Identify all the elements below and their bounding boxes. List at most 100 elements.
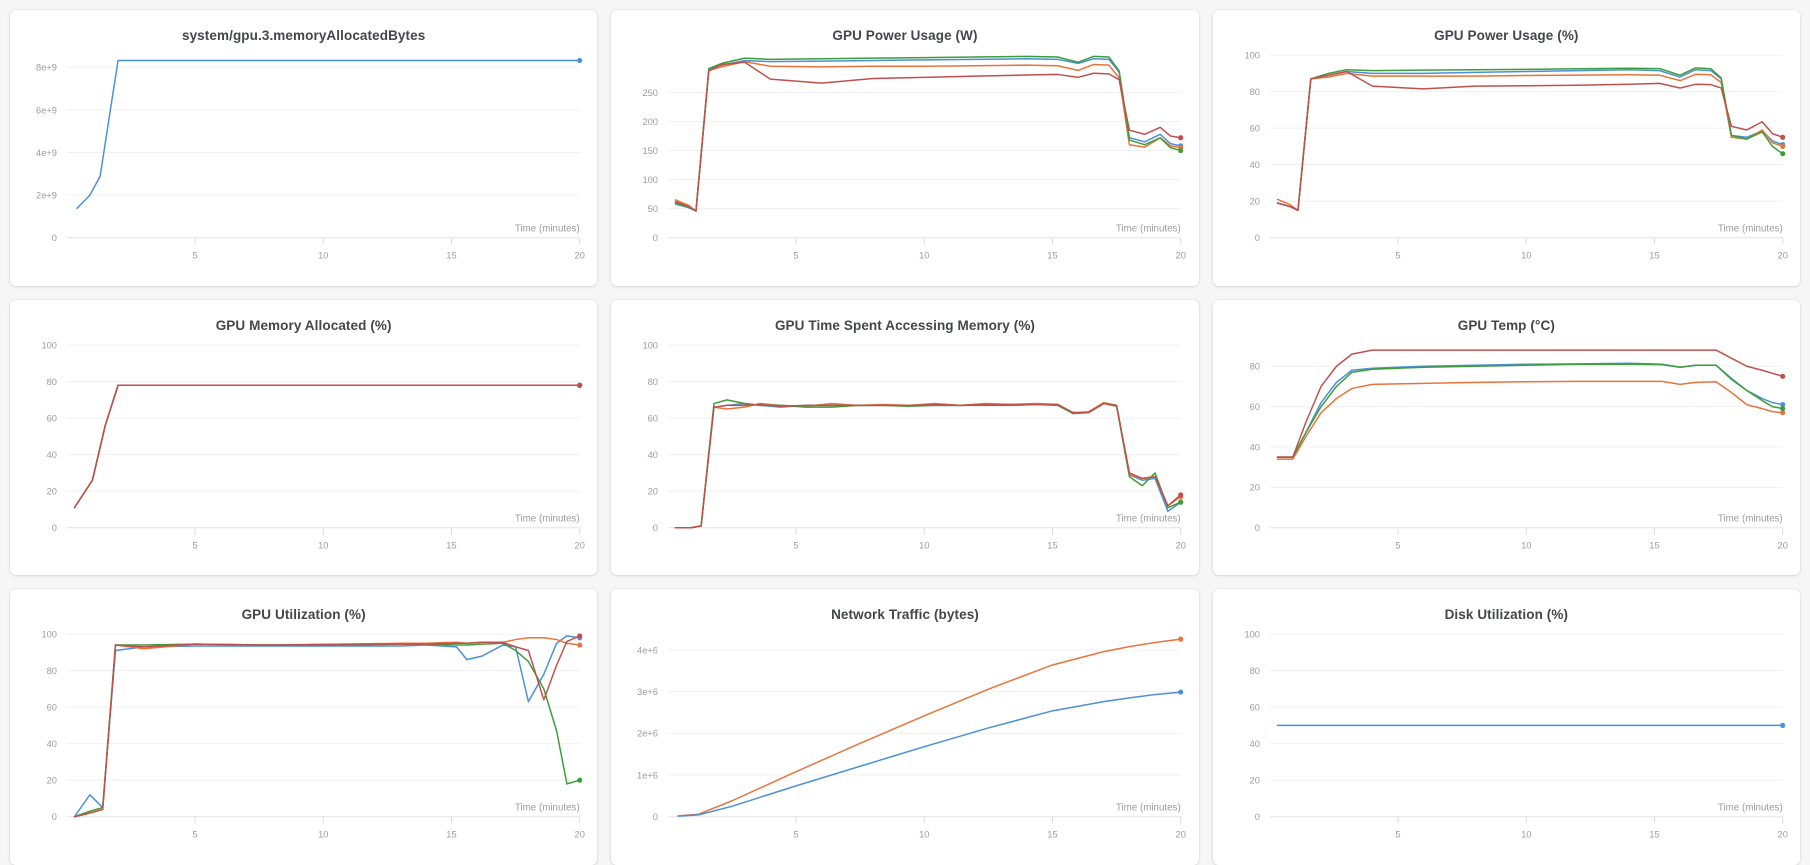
- series-endpoint-marker: [1178, 135, 1184, 141]
- svg-text:50: 50: [648, 203, 658, 214]
- series-line: [76, 59, 581, 210]
- svg-text:0: 0: [1254, 811, 1259, 822]
- series-line: [1276, 68, 1784, 212]
- chart-title: GPU Memory Allocated (%): [215, 317, 392, 333]
- svg-text:40: 40: [648, 449, 658, 460]
- chart-card-gpu3-memory-allocated-bytes[interactable]: system/gpu.3.memoryAllocatedBytes 0 2e+9 4e…: [10, 10, 598, 286]
- svg-text:20: 20: [1777, 250, 1787, 261]
- svg-text:10: 10: [1521, 829, 1531, 840]
- svg-text:60: 60: [47, 412, 57, 423]
- plot-area: 0 2e+9 4e+9 6e+9 8e+9 5 10 15 20 Time (minutes): [10, 10, 597, 286]
- svg-text:40: 40: [1249, 738, 1259, 749]
- svg-text:5: 5: [1395, 829, 1400, 840]
- series-endpoint-marker: [1178, 689, 1184, 695]
- svg-text:150: 150: [643, 145, 658, 156]
- svg-text:2e+6: 2e+6: [637, 728, 658, 739]
- series-line: [675, 57, 1182, 212]
- svg-text:100: 100: [41, 339, 56, 350]
- svg-text:Time (minutes): Time (minutes): [1116, 224, 1181, 235]
- chart-title: GPU Temp (°C): [1457, 317, 1555, 333]
- series-line: [675, 55, 1182, 212]
- svg-text:5: 5: [794, 829, 799, 840]
- series-endpoint-marker: [1779, 409, 1785, 415]
- series-endpoint-marker: [1779, 373, 1785, 379]
- svg-text:10: 10: [919, 829, 929, 840]
- svg-text:10: 10: [1521, 250, 1531, 261]
- svg-text:8e+9: 8e+9: [36, 62, 57, 73]
- svg-text:80: 80: [47, 376, 57, 387]
- svg-text:100: 100: [643, 174, 658, 185]
- svg-text:10: 10: [318, 829, 328, 840]
- svg-text:6e+9: 6e+9: [36, 104, 57, 115]
- svg-text:4e+6: 4e+6: [637, 645, 658, 656]
- svg-text:80: 80: [1249, 86, 1259, 97]
- svg-text:15: 15: [1048, 539, 1058, 550]
- svg-text:3e+6: 3e+6: [637, 686, 658, 697]
- svg-text:200: 200: [643, 116, 658, 127]
- chart-card-gpu-utilization-pct[interactable]: GPU Utilization (%) 0 20 40 60 80 100 5 10 15 20 Ti…: [10, 589, 598, 865]
- series-line: [1276, 363, 1784, 458]
- svg-text:60: 60: [1249, 702, 1259, 713]
- svg-text:5: 5: [192, 539, 197, 550]
- svg-text:20: 20: [1176, 829, 1186, 840]
- series-line: [73, 642, 581, 818]
- series-line: [1276, 380, 1784, 460]
- series-line: [677, 691, 1182, 818]
- svg-text:20: 20: [575, 539, 585, 550]
- series-line: [73, 384, 581, 509]
- svg-text:Time (minutes): Time (minutes): [1116, 513, 1181, 524]
- svg-text:20: 20: [575, 829, 585, 840]
- plot-area: 0 20 40 60 80 100 5 10 15 20 Time (minutes): [10, 300, 597, 576]
- svg-text:1e+6: 1e+6: [637, 770, 658, 781]
- plot-area: 0 20 40 60 80 100 5 10 15 20 Time (minutes): [1213, 10, 1800, 286]
- chart-card-disk-utilization-pct[interactable]: Disk Utilization (%) 0 20 40 60 80 100 5 10 15 20 T…: [1212, 589, 1800, 865]
- svg-text:15: 15: [446, 539, 456, 550]
- svg-text:20: 20: [1249, 195, 1259, 206]
- series-line: [1276, 67, 1784, 212]
- svg-text:40: 40: [47, 738, 57, 749]
- svg-text:2e+9: 2e+9: [36, 189, 57, 200]
- series-line: [73, 384, 581, 509]
- svg-text:10: 10: [1521, 539, 1531, 550]
- series-line: [675, 402, 1182, 529]
- svg-text:0: 0: [52, 232, 57, 243]
- series-line: [675, 61, 1182, 212]
- svg-text:20: 20: [575, 250, 585, 261]
- svg-text:Time (minutes): Time (minutes): [515, 803, 580, 814]
- chart-card-gpu-memory-allocated-pct[interactable]: GPU Memory Allocated (%) 0 20 40 60 80 100 5 10 1…: [10, 299, 598, 576]
- svg-text:60: 60: [1249, 401, 1259, 412]
- svg-text:5: 5: [192, 250, 197, 261]
- svg-text:0: 0: [653, 522, 658, 533]
- chart-title: Network Traffic (bytes): [831, 607, 979, 623]
- svg-text:20: 20: [648, 485, 658, 496]
- chart-card-gpu-power-usage-pct[interactable]: GPU Power Usage (%) 0 20 40 60 80 100 5 10 15 20 Ti…: [1212, 10, 1800, 286]
- chart-card-gpu-power-usage-w[interactable]: GPU Power Usage (W) 0 50 100 150 200 250 5 10 15 2…: [611, 10, 1199, 286]
- plot-area: 0 1e+6 2e+6 3e+6 4e+6 5 10 15 20 Time (minutes): [611, 589, 1198, 865]
- series-endpoint-marker: [1779, 401, 1785, 407]
- series-line: [675, 402, 1182, 529]
- svg-text:0: 0: [653, 811, 658, 822]
- svg-text:5: 5: [1395, 539, 1400, 550]
- svg-text:Time (minutes): Time (minutes): [1116, 803, 1181, 814]
- series-line: [675, 398, 1182, 529]
- svg-text:5: 5: [1395, 250, 1400, 261]
- series-endpoint-marker: [577, 633, 583, 639]
- series-endpoint-marker: [1178, 636, 1184, 643]
- series-endpoint-marker: [1178, 499, 1184, 505]
- svg-text:Time (minutes): Time (minutes): [1718, 803, 1783, 814]
- chart-title: GPU Utilization (%): [241, 607, 366, 623]
- chart-card-gpu-temp-c[interactable]: GPU Temp (°C) 0 20 40 60 80 5 10 15 20 Time (minut…: [1212, 299, 1800, 576]
- svg-text:10: 10: [318, 250, 328, 261]
- svg-text:100: 100: [1244, 49, 1259, 60]
- svg-text:Time (minutes): Time (minutes): [515, 224, 580, 235]
- svg-text:20: 20: [1176, 539, 1186, 550]
- chart-card-network-traffic-bytes[interactable]: Network Traffic (bytes) 0 1e+6 2e+6 3e+6 4e+6…: [611, 589, 1199, 865]
- series-line: [1276, 72, 1784, 212]
- svg-text:80: 80: [1249, 665, 1259, 676]
- chart-card-gpu-time-accessing-memory-pct[interactable]: GPU Time Spent Accessing Memory (%) 0 20 40…: [611, 299, 1199, 576]
- svg-text:0: 0: [1254, 232, 1259, 243]
- svg-text:5: 5: [192, 829, 197, 840]
- svg-text:15: 15: [446, 829, 456, 840]
- plot-area: 0 20 40 60 80 100 5 10 15 20 Time (minutes): [1213, 589, 1800, 865]
